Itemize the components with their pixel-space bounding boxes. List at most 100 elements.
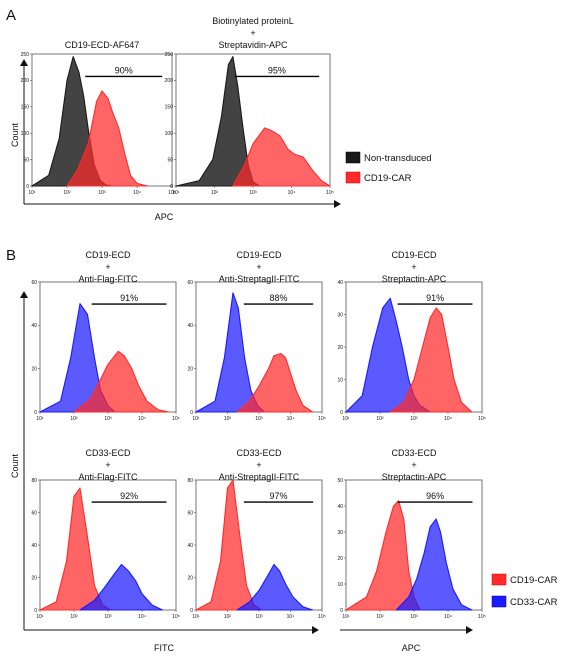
gate-percentage: 92% xyxy=(120,491,138,501)
x-tick-label: 10¹ xyxy=(36,416,44,422)
y-tick-label: 100 xyxy=(21,131,30,137)
legend-a-label-non-transduced: Non-transduced xyxy=(364,153,432,164)
x-tick-label: 10⁵ xyxy=(478,614,486,620)
x-tick-label: 10⁵ xyxy=(318,614,326,620)
y-tick-label: 30 xyxy=(337,530,343,536)
plot-title-line: Streptactin-APC xyxy=(382,472,447,482)
x-tick-label: 10² xyxy=(224,614,232,620)
x-tick-label: 10³ xyxy=(104,614,112,620)
y-tick-label: 40 xyxy=(31,323,37,329)
y-tick-label: 40 xyxy=(187,543,193,549)
histogram-area-cd19-car xyxy=(236,352,314,413)
plot-title-line: + xyxy=(105,460,110,470)
plot-title-line: CD19-ECD-AF647 xyxy=(65,40,140,50)
histogram-7: CD33-ECD + Anti-StreptagII-FITC 0 20 40 60 80 10… xyxy=(187,448,325,620)
histogram-area-cd19-car xyxy=(39,487,112,611)
gate-percentage: 91% xyxy=(120,293,138,303)
y-tick-label: 150 xyxy=(21,105,30,111)
x-tick-label: 10⁵ xyxy=(318,416,326,422)
x-tick-label: 10⁴ xyxy=(287,614,295,620)
x-tick-label: 10¹ xyxy=(342,416,350,422)
y-tick-label: 0 xyxy=(34,410,37,416)
y-tick-label: 20 xyxy=(337,556,343,562)
y-tick-label: 0 xyxy=(190,410,193,416)
x-tick-label: 10⁴ xyxy=(444,614,452,620)
x-tick-label: 10³ xyxy=(255,614,263,620)
y-tick-label: 60 xyxy=(31,280,37,286)
gate-percentage: 97% xyxy=(270,491,288,501)
histogram-area-cd19-car xyxy=(232,127,331,187)
legend-a-swatch-non-transduced xyxy=(345,151,361,164)
y-tick-label: 60 xyxy=(31,510,37,516)
y-tick-label: 200 xyxy=(21,78,30,84)
gate-percentage: 96% xyxy=(426,491,444,501)
plot-title-line: + xyxy=(105,262,110,272)
plot-title-line: Streptactin-APC xyxy=(382,274,447,284)
x-tick-label: 10³ xyxy=(104,416,112,422)
plot-title-line: + xyxy=(256,262,261,272)
histogram-1: CD19-ECD-AF647 0 50 100 150 200 250 10¹ 10² 10³ 10… xyxy=(21,40,176,196)
y-tick-label: 250 xyxy=(165,52,174,58)
plot-title-line: + xyxy=(256,460,261,470)
panel-a-xlabel: APC xyxy=(155,212,174,222)
histogram-4: CD19-ECD + Anti-StreptagII-FITC 0 20 40 60 10¹ 1… xyxy=(187,250,325,422)
y-tick-label: 100 xyxy=(165,131,174,137)
y-tick-label: 80 xyxy=(31,478,37,484)
plot-title-line: Anti-StreptagII-FITC xyxy=(219,274,300,284)
histogram-5: CD19-ECD + Streptactin-APC 0 10 20 30 40 10¹ 10² 1… xyxy=(337,250,485,422)
histogram-area-cd33-car xyxy=(395,518,473,611)
plot-title-line: CD19-ECD xyxy=(236,250,282,260)
y-tick-label: 0 xyxy=(340,410,343,416)
y-tick-label: 0 xyxy=(34,608,37,614)
x-tick-label: 10⁴ xyxy=(133,190,141,196)
histogram-area-cd19-car xyxy=(345,500,421,611)
x-tick-label: 10¹ xyxy=(192,416,200,422)
y-tick-label: 20 xyxy=(31,366,37,372)
plot-title-line: + xyxy=(411,262,416,272)
y-tick-label: 40 xyxy=(31,543,37,549)
plot-title-line: Anti-StreptagII-FITC xyxy=(219,472,300,482)
plot-title-line: Biotinylated proteinL xyxy=(212,16,294,26)
gate-percentage: 95% xyxy=(268,65,286,75)
x-tick-label: 10⁵ xyxy=(172,614,180,620)
histogram-area-cd19-car xyxy=(66,90,149,187)
x-tick-label: 10² xyxy=(376,614,384,620)
x-tick-label: 10⁵ xyxy=(478,416,486,422)
y-tick-label: 60 xyxy=(187,280,193,286)
y-tick-label: 40 xyxy=(337,280,343,286)
legend-b-swatch-cd19-car xyxy=(491,573,507,586)
x-tick-label: 10⁵ xyxy=(168,190,176,196)
y-tick-label: 40 xyxy=(187,323,193,329)
x-tick-label: 10¹ xyxy=(192,614,200,620)
y-tick-label: 0 xyxy=(190,608,193,614)
x-tick-label: 10¹ xyxy=(36,614,44,620)
y-tick-label: 50 xyxy=(337,478,343,484)
x-tick-label: 10² xyxy=(224,416,232,422)
gate-percentage: 91% xyxy=(426,293,444,303)
x-tick-label: 10⁴ xyxy=(138,614,146,620)
y-tick-label: 20 xyxy=(187,366,193,372)
plot-title-line: CD33-ECD xyxy=(85,448,131,458)
y-tick-label: 80 xyxy=(187,478,193,484)
plot-title-line: CD33-ECD xyxy=(236,448,282,458)
x-tick-label: 10⁴ xyxy=(444,416,452,422)
x-tick-label: 10⁴ xyxy=(287,416,295,422)
y-tick-label: 20 xyxy=(31,575,37,581)
histogram-area-cd33-car xyxy=(236,563,314,611)
x-tick-label: 10³ xyxy=(410,416,418,422)
y-tick-label: 60 xyxy=(187,510,193,516)
legend-a-label-cd19-car: CD19-CAR xyxy=(364,173,412,184)
x-tick-label: 10⁴ xyxy=(288,190,296,196)
y-tick-label: 20 xyxy=(337,345,343,351)
x-tick-label: 10⁵ xyxy=(326,190,334,196)
y-tick-label: 0 xyxy=(340,608,343,614)
y-tick-label: 200 xyxy=(165,78,174,84)
histogram-area-cd33-car xyxy=(79,563,164,611)
gate-percentage: 90% xyxy=(115,65,133,75)
y-tick-label: 250 xyxy=(21,52,30,58)
legend-a-swatch-cd19-car xyxy=(345,171,361,184)
x-tick-label: 10² xyxy=(376,416,384,422)
histogram-8: CD33-ECD + Streptactin-APC 0 10 20 30 40 50 10¹ 10… xyxy=(337,448,485,620)
plot-title-line: Anti-Flag-FITC xyxy=(78,274,138,284)
